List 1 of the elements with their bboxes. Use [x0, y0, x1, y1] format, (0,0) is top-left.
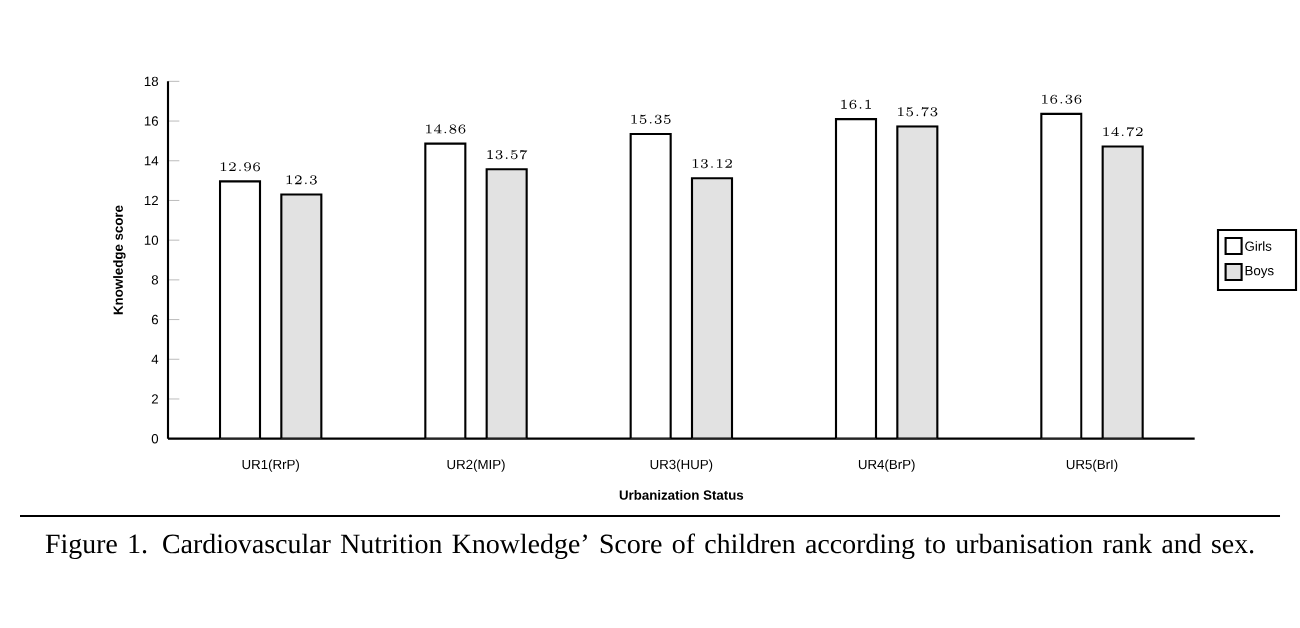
caption: Figure 1. Cardiovascular Nutrition Knowledge’ Score of children according to urbanisation rank and sex.: [45, 533, 1254, 560]
